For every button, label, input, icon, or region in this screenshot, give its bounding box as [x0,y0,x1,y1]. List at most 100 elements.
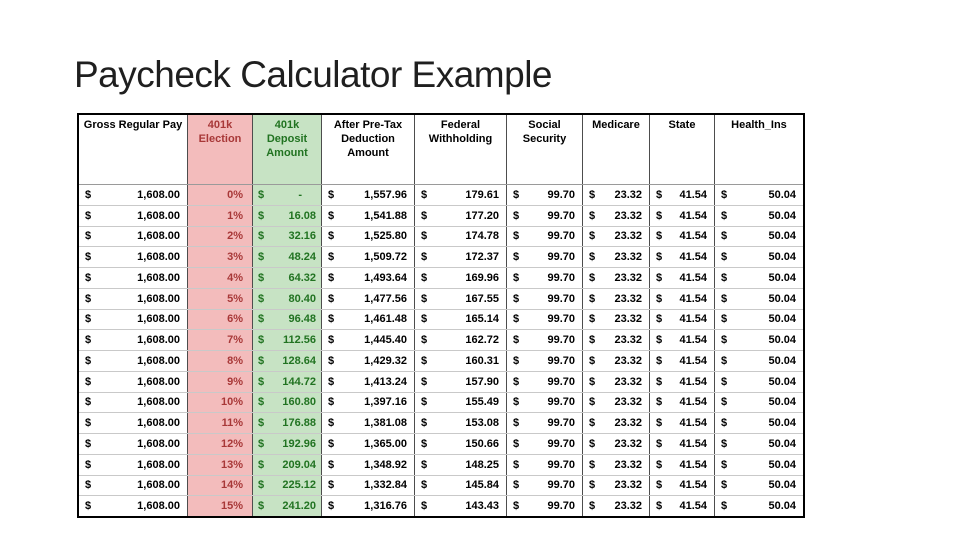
currency-symbol: $ [656,479,663,492]
cell-value: 1,509.72 [364,251,407,264]
currency-symbol: $ [721,209,728,222]
cell-deposit: $ - [253,185,322,205]
table-row: $1,608.00 9% $144.72 $1,413.24 $157.90 $99.70… [79,371,803,393]
cell-deposit: $96.48 [253,309,322,330]
cell-value: 1,608.00 [137,500,180,513]
cell-value: 23.32 [614,230,642,243]
cell-value: 99.70 [547,209,575,222]
cell-health: $50.04 [715,351,803,371]
currency-symbol: $ [721,292,728,305]
currency-symbol: $ [589,375,596,388]
cell-value: 1,608.00 [137,354,180,367]
cell-value: 169.96 [465,271,499,284]
cell-value: 23.32 [614,375,642,388]
currency-symbol: $ [328,334,335,347]
cell-value: 176.88 [282,417,316,430]
cell-after: $1,397.16 [322,392,415,413]
cell-election: 15% [188,496,253,516]
currency-symbol: $ [656,271,663,284]
currency-symbol: $ [85,437,92,450]
cell-value: 99.70 [547,251,575,264]
currency-symbol: $ [656,437,663,450]
cell-value: 143.43 [465,500,499,513]
table-header-row: Gross Regular Pay 401k Election 401k Depos… [79,115,803,185]
currency-symbol: $ [589,209,596,222]
currency-symbol: $ [513,292,520,305]
cell-health: $50.04 [715,371,803,392]
table-body: $1,608.00 0% $ - $1,557.96 $179.61 $99.70 $23.3… [79,185,803,516]
cell-federal: $167.55 [415,288,507,309]
currency-symbol: $ [656,251,663,264]
cell-value: 179.61 [465,188,499,201]
currency-symbol: $ [589,292,596,305]
currency-symbol: $ [656,500,663,513]
cell-state: $41.54 [650,288,715,309]
currency-symbol: $ [421,230,428,243]
cell-federal: $179.61 [415,185,507,205]
currency-symbol: $ [656,458,663,471]
cell-value: 99.70 [547,313,575,326]
cell-value: 1,413.24 [364,375,407,388]
cell-health: $50.04 [715,226,803,247]
currency-symbol: $ [656,417,663,430]
currency-symbol: $ [328,271,335,284]
currency-symbol: $ [328,417,335,430]
cell-value: 3% [227,251,243,264]
cell-value: 99.70 [547,354,575,367]
cell-deposit: $80.40 [253,288,322,309]
currency-symbol: $ [721,354,728,367]
cell-value: 99.70 [547,500,575,513]
cell-value: 14% [220,479,243,492]
cell-after: $1,413.24 [322,371,415,392]
column-header-election: 401k Election [188,115,253,184]
cell-ss: $99.70 [507,392,583,413]
cell-federal: $160.31 [415,351,507,371]
cell-value: 174.78 [465,230,499,243]
cell-value: 41.54 [679,334,707,347]
cell-value: 41.54 [679,479,707,492]
cell-deposit: $176.88 [253,413,322,433]
currency-symbol: $ [421,188,428,201]
currency-symbol: $ [589,500,596,513]
currency-symbol: $ [656,354,663,367]
currency-symbol: $ [421,396,428,409]
currency-symbol: $ [328,292,335,305]
cell-value: 23.32 [614,188,642,201]
cell-value: 50.04 [768,230,796,243]
cell-after: $1,348.92 [322,454,415,475]
currency-symbol: $ [721,417,728,430]
cell-election: 10% [188,392,253,413]
cell-federal: $157.90 [415,371,507,392]
currency-symbol: $ [85,375,92,388]
cell-value: 2% [227,230,243,243]
currency-symbol: $ [513,251,520,264]
cell-value: 23.32 [614,437,642,450]
currency-symbol: $ [258,437,265,450]
cell-value: 50.04 [768,334,796,347]
cell-value: 1,541.88 [364,209,407,222]
cell-medicare: $23.32 [583,475,650,496]
cell-deposit: $144.72 [253,371,322,392]
cell-value: 50.04 [768,479,796,492]
currency-symbol: $ [513,209,520,222]
cell-ss: $99.70 [507,496,583,516]
cell-deposit: $32.16 [253,226,322,247]
cell-value: 32.16 [288,230,316,243]
currency-symbol: $ [721,251,728,264]
currency-symbol: $ [513,354,520,367]
cell-value: 50.04 [768,354,796,367]
cell-value: 1,477.56 [364,292,407,305]
cell-value: 16.08 [288,209,316,222]
cell-election: 4% [188,268,253,288]
cell-federal: $174.78 [415,226,507,247]
cell-value: 0% [227,188,243,201]
cell-value: 41.54 [679,458,707,471]
cell-value: 1,461.48 [364,313,407,326]
cell-federal: $155.49 [415,392,507,413]
column-header-after: After Pre-Tax Deduction Amount [322,115,415,184]
table-row: $1,608.00 7% $112.56 $1,445.40 $162.72 $99.70… [79,330,803,351]
cell-value: 1% [227,209,243,222]
cell-election: 14% [188,475,253,496]
currency-symbol: $ [589,334,596,347]
currency-symbol: $ [589,479,596,492]
